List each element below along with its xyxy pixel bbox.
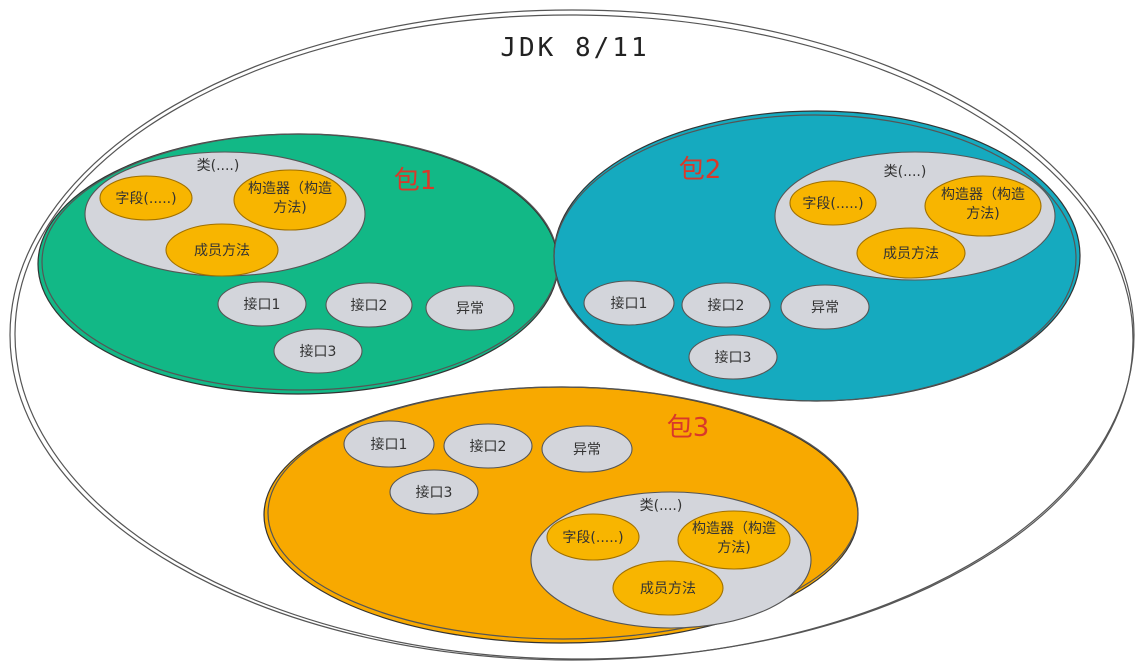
package-1-interface-3-label: 接口3 xyxy=(300,343,337,360)
class-2-constructor-label-line2: 方法) xyxy=(966,206,999,222)
package-2-region-sketch xyxy=(553,114,1077,402)
package-3-exception-label: 异常 xyxy=(573,442,601,458)
package-2-interface-3 xyxy=(688,334,778,380)
class-1-method-label: 成员方法 xyxy=(194,243,250,259)
class-2-field-label: 字段(.....) xyxy=(802,196,863,212)
package-3-interface-2 xyxy=(443,423,533,469)
package-3-label: 包3 xyxy=(667,413,710,443)
package-2-interface-3-label: 接口3 xyxy=(715,349,752,366)
class-1-field-label: 字段(.....) xyxy=(115,191,176,207)
class-2-label: 类(....) xyxy=(884,164,927,180)
package-1-interface-2-label: 接口2 xyxy=(351,297,388,314)
package-1-interface-2 xyxy=(325,282,413,328)
class-1-label: 类(....) xyxy=(197,158,240,174)
class-2-method xyxy=(856,227,966,279)
package-1-label: 包1 xyxy=(394,166,437,196)
class-1-field xyxy=(99,175,193,221)
package-3-interface-3 xyxy=(389,469,479,515)
package-1-interface-3 xyxy=(273,328,363,374)
package-3-region-sketch xyxy=(267,386,859,640)
class-2-constructor-label-line1: 构造器（构造 xyxy=(941,187,1025,203)
package-3-exception xyxy=(541,425,633,473)
jdk-boundary-sketch xyxy=(14,14,1134,660)
package-3-interface-1 xyxy=(343,420,435,468)
class-3-method xyxy=(612,560,724,616)
package-3-interface-1-label: 接口1 xyxy=(371,436,408,453)
package-1-exception-label: 异常 xyxy=(456,301,484,317)
class-2-method-label: 成员方法 xyxy=(883,246,939,262)
package-2-interface-1-label: 接口1 xyxy=(611,295,648,312)
class-1-constructor xyxy=(233,169,347,231)
package-2: 包2 类(....) 字段(.....) 构造器（构造 方法) 成员方法 接口1… xyxy=(553,110,1081,402)
package-1-interface-1-label: 接口1 xyxy=(244,296,281,313)
package-2-exception xyxy=(780,284,870,330)
class-3-label: 类(....) xyxy=(640,498,683,514)
class-2-field xyxy=(789,180,877,226)
class-3-field xyxy=(546,513,640,561)
package-2-interface-2 xyxy=(681,282,771,328)
class-3-constructor xyxy=(677,510,791,570)
package-2-exception-label: 异常 xyxy=(811,300,839,316)
class-3-method-label: 成员方法 xyxy=(640,581,696,597)
class-3-constructor-label-line2: 方法) xyxy=(717,540,750,556)
package-1-interface-1 xyxy=(217,281,307,327)
class-3-field-label: 字段(.....) xyxy=(562,530,623,546)
package-3-interface-3-label: 接口3 xyxy=(416,484,453,501)
package-3: 包3 接口1 接口2 异常 接口3 类(....) 字段(.....) 构造器（… xyxy=(263,386,859,644)
package-2-interface-1 xyxy=(583,280,675,326)
jdk-boundary xyxy=(9,9,1135,661)
class-1-constructor-label-line2: 方法) xyxy=(273,200,306,216)
package-1: 包1 类(....) 字段(.....) 构造器（构造 方法) 成员方法 接口1… xyxy=(37,133,559,395)
package-1-exception xyxy=(425,285,515,331)
class-1-constructor-label-line1: 构造器（构造 xyxy=(248,181,332,197)
class-3-constructor-label-line1: 构造器（构造 xyxy=(692,521,776,537)
package-2-label: 包2 xyxy=(679,155,722,185)
package-3-interface-2-label: 接口2 xyxy=(470,438,507,455)
package-2-interface-2-label: 接口2 xyxy=(708,297,745,314)
jdk-title: JDK 8/11 xyxy=(500,33,649,63)
class-1-method xyxy=(165,223,279,277)
class-2-constructor xyxy=(924,175,1042,237)
